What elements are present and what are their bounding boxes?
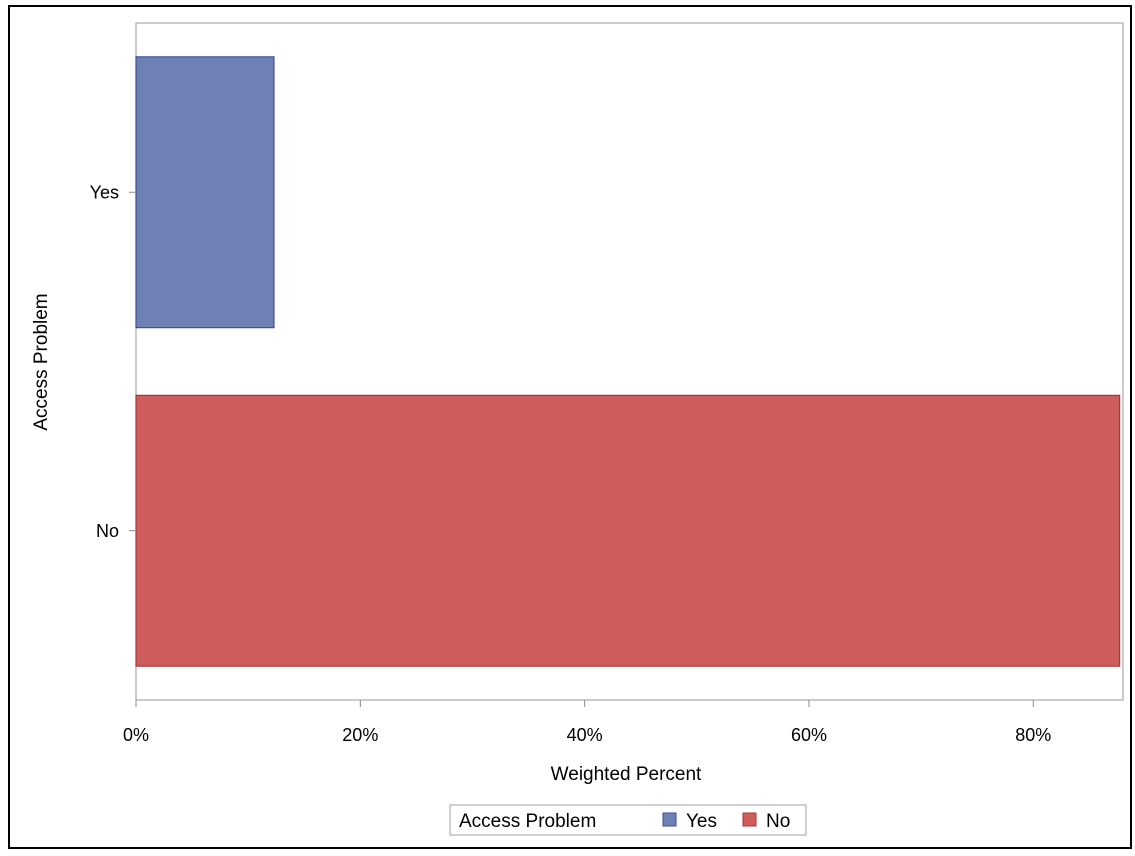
bars (135, 56, 1121, 667)
legend-title: Access Problem (459, 811, 596, 832)
x-tick-label: 40% (567, 725, 603, 745)
x-tick-label: 0% (123, 725, 149, 745)
x-tick-label: 20% (342, 725, 378, 745)
y-axis: Yes No (90, 182, 136, 541)
legend: Access Problem Yes No (449, 804, 807, 836)
legend-label-yes: Yes (686, 811, 717, 832)
plot-area (135, 22, 1124, 701)
y-axis-title: Access Problem (31, 293, 52, 430)
x-axis: 0% 20% 40% 60% 80% (123, 700, 1051, 745)
legend-swatch-yes (662, 812, 677, 827)
legend-label-no: No (766, 811, 790, 832)
x-axis-title: Weighted Percent (551, 764, 702, 785)
y-tick-label-no: No (96, 521, 119, 541)
legend-swatch-no (742, 812, 757, 827)
bar-yes (135, 56, 275, 329)
y-tick-label-yes: Yes (90, 182, 119, 202)
bar-no (135, 394, 1121, 667)
x-tick-label: 60% (791, 725, 827, 745)
x-tick-label: 80% (1015, 725, 1051, 745)
